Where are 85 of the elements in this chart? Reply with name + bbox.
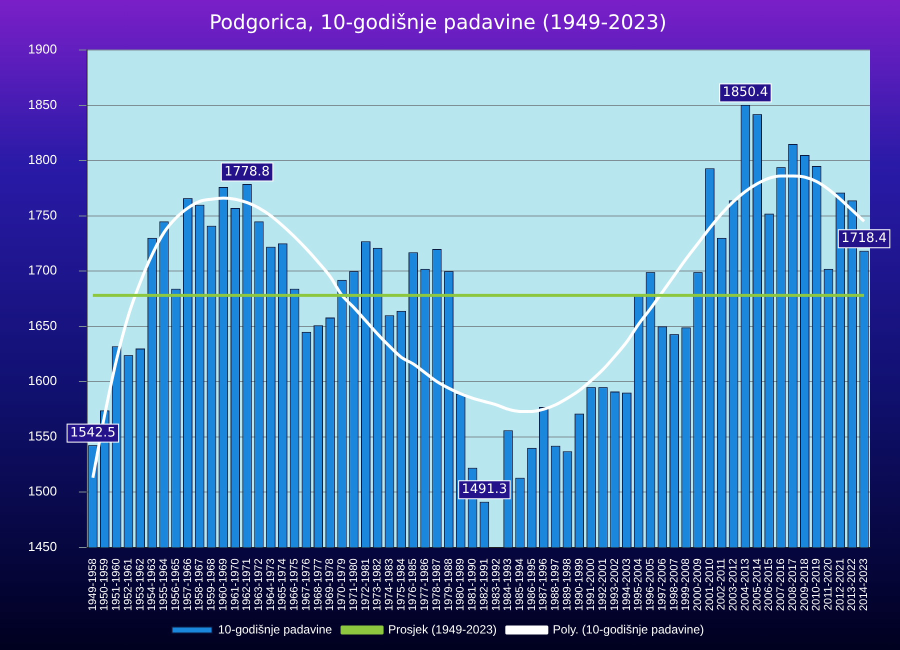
x-tick-label: 2001-2010 <box>704 558 716 612</box>
x-tick-label: 1983-1992 <box>490 558 502 612</box>
y-tick-label: 1600 <box>28 373 57 388</box>
x-tick-label: 1980-1989 <box>454 558 467 612</box>
x-tick-label: 1964-1973 <box>264 558 277 612</box>
y-tick-label: 1550 <box>28 428 57 444</box>
x-tick-label: 2012-2021 <box>834 558 846 612</box>
x-tick-label: 1998-2007 <box>668 558 680 612</box>
x-tick-label: 1974-1983 <box>384 558 396 612</box>
x-tick-label: 1973-1982 <box>372 558 384 612</box>
x-tick-label: 2003-2012 <box>728 558 740 612</box>
x-tick-label: 1975-1984 <box>395 558 408 612</box>
x-tick-label: 1992-2001 <box>597 558 610 612</box>
x-tick-label: 1981-1990 <box>466 558 479 612</box>
x-tick-label: 1993-2002 <box>608 558 621 612</box>
y-tick-label: 1650 <box>28 318 57 333</box>
data-label: 1718.4 <box>841 231 887 246</box>
x-tick-label: 1950-1959 <box>98 558 111 612</box>
x-tick-label: 2009-2018 <box>798 558 811 612</box>
x-tick-label: 1994-2003 <box>620 558 633 612</box>
data-label: 1778.8 <box>224 164 270 180</box>
x-tick-label: 1961-1970 <box>229 558 242 612</box>
x-tick-label: 1979-1988 <box>442 558 455 612</box>
x-tick-label: 1987-1996 <box>538 558 550 612</box>
x-tick-label: 1971-1980 <box>348 558 360 612</box>
x-tick-label: 2005-2014 <box>751 558 764 612</box>
x-tick-label: 2004-2013 <box>739 558 752 612</box>
x-tick-label: 1952-1961 <box>122 558 134 612</box>
y-tick-label: 1500 <box>28 484 57 499</box>
x-tick-label: 2008-2017 <box>786 558 799 612</box>
x-tick-label: 1986-1995 <box>526 558 538 612</box>
x-tick-label: 1953-1962 <box>134 558 146 612</box>
chart-title: Podgorica, 10-godišnje padavine (1949-2023) <box>209 10 667 34</box>
y-tick-label: 1450 <box>28 538 57 554</box>
x-tick-label: 1988-1997 <box>550 558 562 612</box>
data-label: 1542.5 <box>70 426 116 441</box>
y-tick-label: 1750 <box>28 207 57 222</box>
x-tick-label: 2002-2011 <box>716 558 728 610</box>
x-tick-label: 1976-1985 <box>407 558 420 612</box>
x-tick-label: 2000-2009 <box>692 558 704 612</box>
x-tick-label: 1951-1960 <box>110 558 123 612</box>
x-tick-label: 1954-1963 <box>146 558 158 612</box>
x-tick-label: 1990-1999 <box>573 558 586 612</box>
x-tick-label: 1996-2005 <box>644 558 657 612</box>
x-tick-label: 2007-2016 <box>775 558 788 612</box>
x-tick-label: 1991-2000 <box>585 558 598 612</box>
x-tick-label: 2006-2015 <box>763 558 776 612</box>
x-tick-label: 1982-1991 <box>478 558 490 612</box>
x-tick-label: 2010-2019 <box>810 558 823 612</box>
x-tick-label: 1997-2006 <box>656 558 668 612</box>
y-tick-label: 1850 <box>28 96 57 112</box>
x-tick-label: 1995-2004 <box>632 558 645 612</box>
x-tick-label: 1970-1979 <box>336 558 348 612</box>
x-tick-label: 1978-1987 <box>430 558 443 612</box>
x-tick-label: 1984-1993 <box>502 558 514 612</box>
x-tick-label: 1999-2008 <box>680 558 692 612</box>
y-tick-label: 1800 <box>28 152 57 168</box>
x-tick-label: 1959-1968 <box>206 558 218 612</box>
y-tick-label: 1900 <box>28 42 57 57</box>
x-tick-label: 1958-1967 <box>194 558 206 612</box>
x-tick-label: 1963-1972 <box>252 558 265 612</box>
x-tick-label: 2011-2020 <box>822 558 835 610</box>
x-tick-label: 1965-1974 <box>276 558 289 612</box>
x-tick-label: 1969-1978 <box>324 558 336 612</box>
x-tick-label: 1989-1998 <box>561 558 574 612</box>
legend-label: 10-godišnje padavine <box>218 622 332 636</box>
x-tick-label: 1977-1986 <box>419 558 432 612</box>
data-label: 1850.4 <box>722 85 768 100</box>
data-label: 1491.3 <box>462 482 508 498</box>
x-tick-label: 1985-1994 <box>514 558 526 612</box>
x-tick-label: 1972-1981 <box>360 558 372 612</box>
x-tick-label: 1955-1964 <box>158 558 170 612</box>
x-tick-label: 1956-1965 <box>170 558 182 612</box>
x-tick-label: 1949-1958 <box>86 558 99 612</box>
x-tick-label: 2014-2023 <box>858 558 870 612</box>
x-tick-label: 2013-2022 <box>846 558 858 612</box>
x-tick-label: 1967-1976 <box>300 558 312 612</box>
y-tick-label: 1700 <box>28 262 57 278</box>
x-tick-label: 1966-1975 <box>288 558 301 612</box>
x-tick-label: 1968-1977 <box>312 558 324 612</box>
legend-label: Poly. (10-godišnje padavine) <box>552 622 704 636</box>
legend-label: Prosjek (1949-2023) <box>388 622 497 636</box>
x-tick-label: 1957-1966 <box>182 558 194 612</box>
x-tick-label: 1960-1969 <box>217 558 230 612</box>
x-tick-label: 1962-1971 <box>241 558 254 612</box>
